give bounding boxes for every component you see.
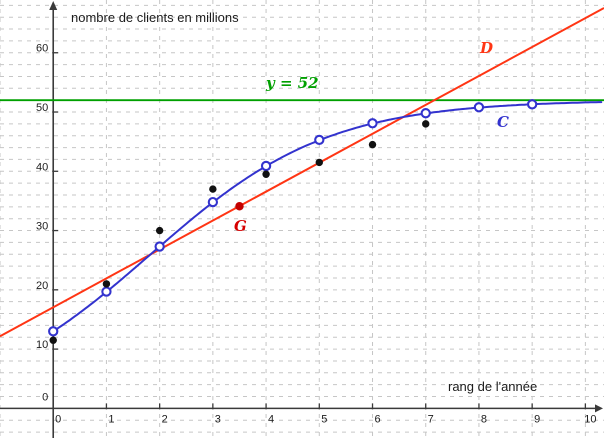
x-tick-label: 5 [321, 413, 327, 425]
curve-c-marker [473, 102, 485, 113]
curve-c-label: C [497, 113, 509, 131]
x-tick-label: 3 [215, 413, 221, 425]
x-axis-arrow-icon [595, 404, 603, 413]
y-axis-arrow-icon [49, 1, 58, 10]
x-tick-label: 0 [55, 413, 61, 425]
x-tick-label: 1 [108, 413, 114, 425]
curve-c-marker [101, 286, 112, 297]
data-point [49, 336, 57, 344]
curve-c-marker [314, 134, 325, 146]
y-tick-label: 30 [36, 221, 48, 233]
data-point [422, 120, 430, 128]
curve-c-marker [207, 196, 219, 208]
data-point [262, 170, 270, 178]
y-tick-label: 60 [36, 43, 48, 55]
curve-c-marker [420, 108, 431, 119]
y-tick-label: 40 [36, 161, 48, 173]
x-tick-label: 2 [162, 413, 168, 425]
point-g-label: G [234, 217, 247, 235]
y-tick-label: 0 [42, 391, 48, 403]
data-point [209, 185, 217, 193]
regression-line-d [0, 7, 604, 338]
asymptote-label: y = 52 [266, 74, 319, 92]
x-tick-label: 8 [481, 413, 487, 425]
curve-c-marker [367, 118, 378, 129]
curve-c-marker [260, 160, 272, 172]
curve-c-path [52, 101, 603, 333]
data-point [315, 158, 323, 167]
x-tick-label: 9 [534, 413, 540, 425]
data-point [102, 280, 111, 288]
line-d-label: D [480, 39, 494, 57]
x-axis-title: rang de l'année [448, 379, 538, 394]
curve-c-marker [48, 326, 59, 337]
x-tick-label: 10 [584, 413, 596, 425]
data-point [368, 140, 377, 149]
x-tick-label: 4 [268, 413, 274, 425]
y-axis-title: nombre de clients en millions [71, 10, 239, 25]
y-tick-label: 10 [36, 339, 48, 351]
x-tick-label: 7 [428, 413, 434, 425]
curve-c-marker [154, 241, 165, 252]
x-tick-label: 6 [374, 413, 380, 425]
y-tick-label: 20 [36, 280, 48, 292]
curve-c-marker [527, 99, 538, 110]
mean-point-g [235, 202, 244, 211]
y-tick-label: 50 [36, 102, 48, 114]
data-point [155, 226, 164, 235]
